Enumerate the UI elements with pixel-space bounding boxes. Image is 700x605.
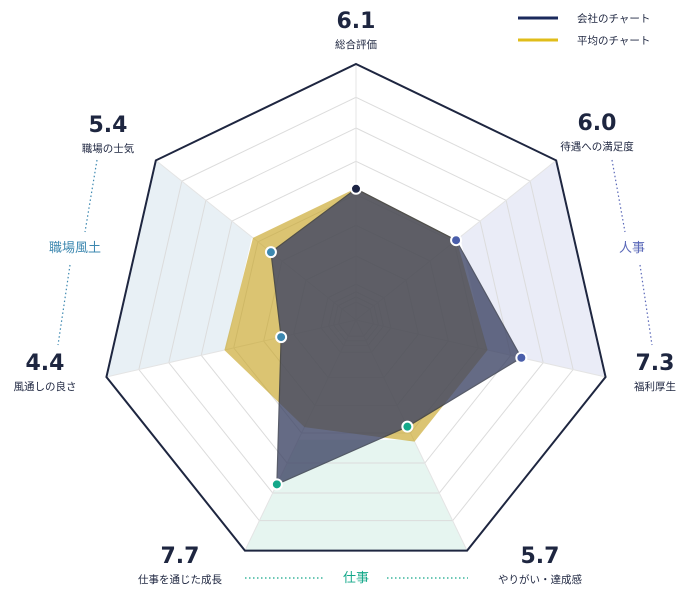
group-label-1: 人事 [619,241,645,256]
value-label-0: 6.1 [337,9,376,34]
grid-ring-8 [168,127,544,494]
axis-label-3: やりがい・達成感 [498,573,582,586]
group-dotted-line-1-0 [611,159,626,233]
group-dotted-line-0-1 [57,264,71,346]
data-point-4 [270,478,283,491]
group-dotted-line-1-1 [639,264,653,346]
axis-label-2: 福利厚生 [634,380,676,393]
axis-label-4: 仕事を通じた成長 [138,573,222,586]
value-label-5: 4.4 [26,351,65,376]
data-point-5 [275,331,288,344]
grid-ring-7 [200,160,512,464]
value-label-2: 7.3 [636,351,675,376]
axis-label-1: 待遇への満足度 [560,140,634,153]
group-label-2: 仕事 [343,571,369,586]
data-point-3 [401,420,414,433]
data-point-0 [350,182,362,195]
axis-label-5: 風通しの良さ [14,380,77,393]
value-label-3: 5.7 [521,544,560,569]
data-point-2 [515,351,528,364]
group-band-0 [106,160,252,377]
series-company-area [270,188,523,486]
axis-label-0: 総合評価 [335,38,377,51]
grid-ring-9 [138,96,574,522]
group-label-0: 職場風土 [49,241,101,256]
axis-label-6: 職場の士気 [82,142,135,155]
data-point-6 [264,246,277,259]
outer-ring [105,62,607,552]
value-label-1: 6.0 [578,111,617,136]
legend-label-0: 会社のチャート [577,12,650,25]
legend-label-1: 平均のチャート [577,35,650,47]
value-label-6: 5.4 [89,113,128,138]
data-point-1 [450,234,463,247]
value-label-4: 7.7 [161,544,200,569]
group-dotted-line-0-0 [84,159,98,233]
